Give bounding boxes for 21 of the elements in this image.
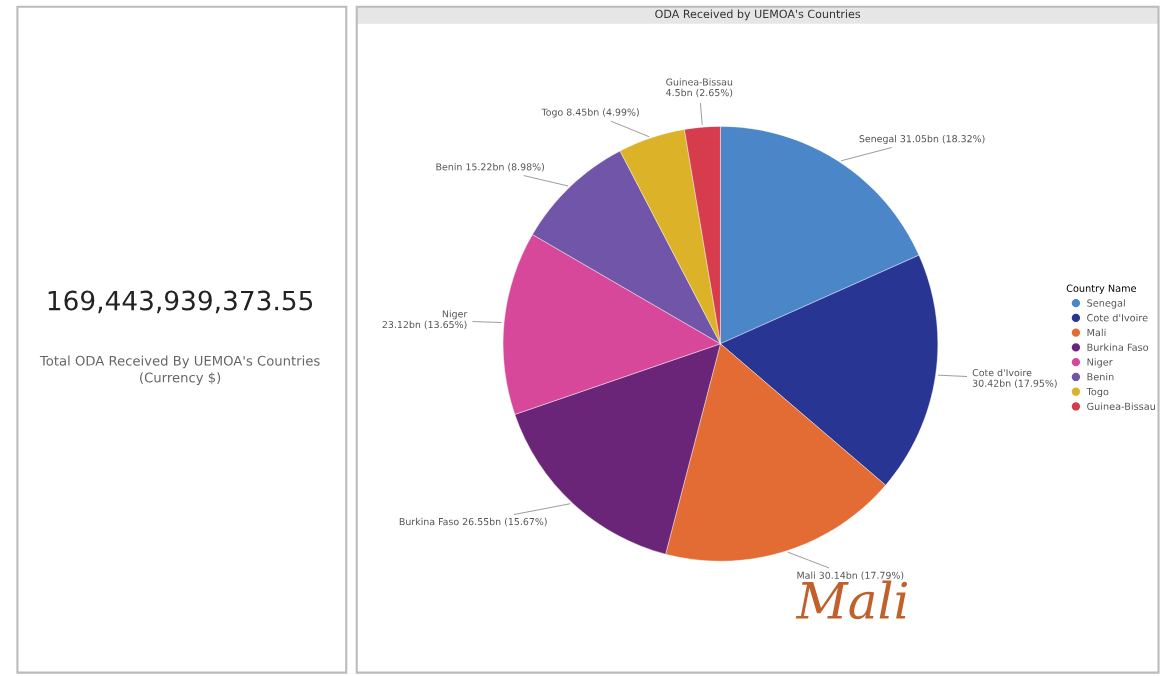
legend-label: Cote d'Ivoire [1087, 313, 1148, 322]
legend-label: Benin [1087, 372, 1114, 381]
legend-label: Burkina Faso [1087, 343, 1149, 351]
data-label: Cote d'Ivoire 30.42bn (17.95%) [972, 368, 1057, 388]
legend-label: Guinea-Bissau [1087, 402, 1155, 410]
data-label: Mali 30.14bn (17.79%) [797, 571, 904, 580]
data-label: Togo 8.45bn (4.99%) [541, 108, 639, 118]
text: Total ODA Received By UEMOA's Countries (Currency $) [39, 355, 320, 386]
chart-title: ODA Received by UEMOA's Countries [655, 9, 861, 21]
text: Mali [795, 580, 908, 620]
data-label: Burkina Faso 26.55bn (15.67%) [399, 517, 547, 527]
legend-label: Mali [1087, 328, 1106, 337]
text: 169,443,939,373.55 [48, 290, 313, 314]
legend-label: Niger [1087, 358, 1113, 368]
legend-label: Senegal [1087, 299, 1125, 309]
data-label: Benin 15.22bn (8.98%) [436, 163, 544, 172]
legend-label: Togo [1086, 388, 1109, 398]
data-label: Niger 23.12bn (13.65%) [382, 310, 468, 330]
data-label: Senegal 31.05bn (18.32%) [859, 134, 985, 145]
legend-title: Country Name [1066, 284, 1137, 294]
data-label: Guinea-Bissau 4.5bn (2.65%) [666, 78, 733, 98]
